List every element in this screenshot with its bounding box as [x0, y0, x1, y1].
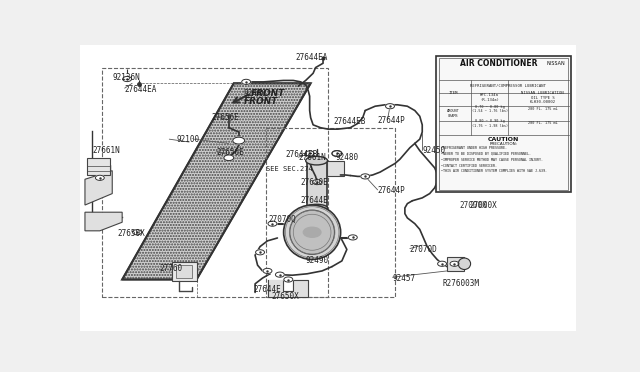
- Circle shape: [263, 268, 272, 273]
- Circle shape: [233, 137, 244, 144]
- Text: 27661N: 27661N: [92, 146, 120, 155]
- Bar: [307, 211, 327, 222]
- Ellipse shape: [284, 205, 340, 260]
- Circle shape: [123, 76, 132, 81]
- Text: 0.80 ~ 0.90 kg
(1.76 ~ 1.98 lbs): 0.80 ~ 0.90 kg (1.76 ~ 1.98 lbs): [472, 119, 508, 128]
- Text: 27000X: 27000X: [469, 201, 497, 209]
- Polygon shape: [85, 171, 112, 205]
- Text: •REFRIGERANT UNDER HIGH PRESSURE.: •REFRIGERANT UNDER HIGH PRESSURE.: [441, 146, 507, 150]
- Text: 92490: 92490: [306, 256, 329, 265]
- Circle shape: [284, 277, 292, 282]
- Polygon shape: [85, 212, 122, 231]
- Text: SEE SEC.274: SEE SEC.274: [266, 166, 313, 172]
- Text: 27070D: 27070D: [410, 245, 438, 254]
- Text: 27644P: 27644P: [378, 186, 405, 195]
- Circle shape: [132, 230, 141, 235]
- Text: NISSAN LUBRICATION
OIL TYPE S
KLH30-00002: NISSAN LUBRICATION OIL TYPE S KLH30-0000…: [522, 91, 564, 104]
- Circle shape: [275, 272, 284, 277]
- Circle shape: [332, 151, 342, 156]
- Circle shape: [95, 175, 104, 180]
- Text: 200 FL. 175 mL: 200 FL. 175 mL: [528, 121, 557, 125]
- Text: NISSAN: NISSAN: [547, 61, 565, 66]
- Text: AMOUNT
GRAMS: AMOUNT GRAMS: [447, 109, 460, 118]
- Text: 27640E: 27640E: [301, 178, 328, 187]
- Text: AIR CONDITIONER: AIR CONDITIONER: [460, 59, 538, 68]
- Text: •CONTACT CERTIFIED SERVICER.: •CONTACT CERTIFIED SERVICER.: [441, 164, 497, 167]
- Text: ITEM: ITEM: [449, 92, 458, 95]
- Circle shape: [385, 104, 394, 109]
- Text: 27644E: 27644E: [253, 285, 282, 294]
- Text: •THIS AIR CONDITIONER SYSTEM COMPLIES WITH SAE J-639.: •THIS AIR CONDITIONER SYSTEM COMPLIES WI…: [441, 169, 547, 173]
- Bar: [436, 56, 571, 192]
- Bar: [266, 128, 395, 297]
- Polygon shape: [122, 83, 310, 279]
- Text: 27656E: 27656E: [211, 113, 239, 122]
- Text: 27070Q: 27070Q: [269, 215, 296, 224]
- Bar: [102, 68, 328, 297]
- Ellipse shape: [290, 210, 335, 254]
- Circle shape: [305, 151, 314, 156]
- Circle shape: [303, 227, 321, 237]
- Text: 27656E: 27656E: [216, 148, 244, 157]
- Text: 92457: 92457: [392, 273, 415, 283]
- Bar: [176, 265, 192, 278]
- Circle shape: [312, 180, 321, 185]
- Text: 27760: 27760: [159, 264, 182, 273]
- Text: REFRIGERANT/COMPRESSOR LUBRICANT: REFRIGERANT/COMPRESSOR LUBRICANT: [470, 84, 546, 88]
- Text: HFC-134a
(R-134a): HFC-134a (R-134a): [480, 93, 499, 102]
- Text: CAUTION: CAUTION: [488, 137, 519, 142]
- Text: FRONT: FRONT: [244, 97, 278, 106]
- Circle shape: [224, 155, 234, 161]
- Bar: [326, 161, 344, 176]
- Text: 27644EA: 27644EA: [125, 84, 157, 93]
- Text: 27000X: 27000X: [459, 201, 486, 209]
- Text: PRECAUTION:: PRECAUTION:: [490, 142, 518, 146]
- Circle shape: [268, 221, 277, 226]
- Ellipse shape: [458, 258, 470, 269]
- Circle shape: [242, 79, 251, 84]
- Text: 200 FL. 175 mL: 200 FL. 175 mL: [528, 107, 557, 111]
- Ellipse shape: [306, 204, 328, 212]
- Text: R276003M: R276003M: [442, 279, 479, 288]
- Text: 27661N: 27661N: [298, 153, 326, 162]
- Text: •IMPROPER SERVICE METHOD MAY CAUSE PERSONAL INJURY.: •IMPROPER SERVICE METHOD MAY CAUSE PERSO…: [441, 158, 543, 162]
- Text: 27644E: 27644E: [301, 196, 328, 205]
- Text: •NEVER TO BE DISPOSED BY QUALIFIED PERSONNEL.: •NEVER TO BE DISPOSED BY QUALIFIED PERSO…: [441, 152, 531, 156]
- Circle shape: [450, 261, 459, 266]
- Text: 27650X: 27650X: [271, 292, 299, 301]
- Bar: [447, 257, 465, 271]
- Circle shape: [332, 151, 342, 156]
- Text: 27650X: 27650X: [117, 229, 145, 238]
- Circle shape: [438, 261, 447, 266]
- Text: 27644P: 27644P: [378, 116, 405, 125]
- Circle shape: [348, 235, 357, 240]
- Text: 27644EB: 27644EB: [286, 150, 318, 160]
- Bar: [307, 161, 326, 208]
- Text: 92480: 92480: [335, 153, 358, 162]
- Text: 92450: 92450: [422, 146, 445, 155]
- Text: FRONT: FRONT: [251, 89, 285, 98]
- Text: 0.70 ~ 0.80 kg
(1.54 ~ 1.76 lbs): 0.70 ~ 0.80 kg (1.54 ~ 1.76 lbs): [472, 105, 508, 113]
- Bar: [172, 262, 196, 281]
- Circle shape: [255, 250, 264, 255]
- Circle shape: [361, 174, 370, 179]
- Bar: [439, 58, 568, 190]
- Text: 27644EA: 27644EA: [296, 53, 328, 62]
- Bar: [88, 158, 110, 175]
- Text: 27644EB: 27644EB: [333, 118, 365, 126]
- Text: 92136N: 92136N: [112, 73, 140, 82]
- Text: 92440: 92440: [244, 89, 267, 98]
- Polygon shape: [269, 279, 308, 297]
- Text: 92100: 92100: [177, 135, 200, 144]
- Ellipse shape: [306, 156, 328, 165]
